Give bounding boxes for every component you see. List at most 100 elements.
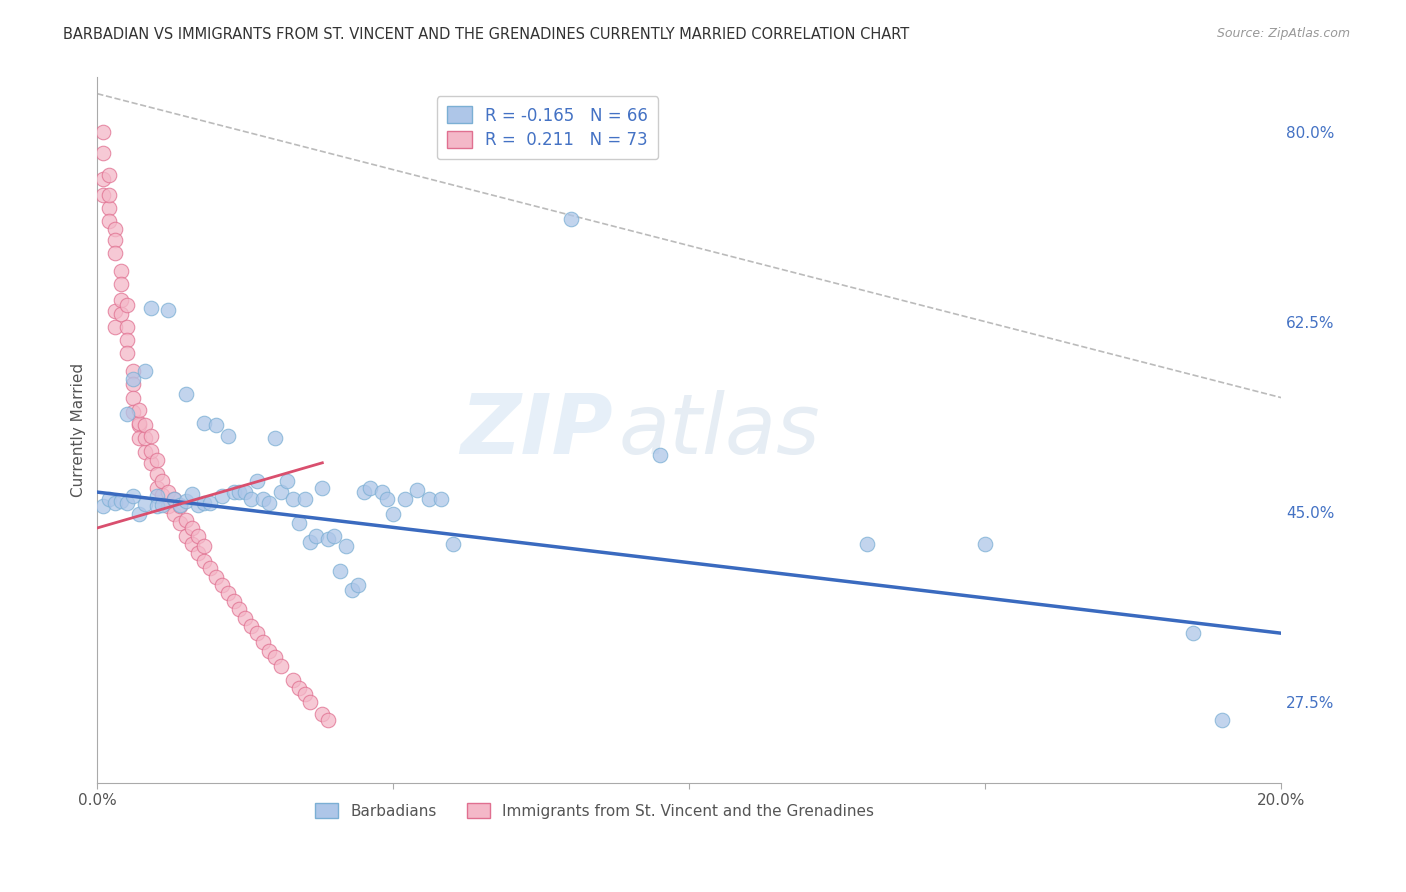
Point	[270, 658, 292, 673]
Point	[340, 582, 363, 597]
Point	[211, 578, 233, 592]
Point	[169, 498, 191, 512]
Point	[193, 416, 215, 430]
Point	[1211, 713, 1233, 727]
Point	[98, 168, 121, 182]
Point	[264, 650, 287, 665]
Point	[181, 487, 204, 501]
Point	[134, 431, 156, 445]
Point	[169, 516, 191, 530]
Point	[104, 303, 127, 318]
Point	[353, 485, 375, 500]
Point	[406, 483, 429, 497]
Point	[163, 507, 186, 521]
Point	[211, 490, 233, 504]
Point	[110, 277, 132, 291]
Point	[429, 491, 451, 506]
Point	[299, 695, 322, 709]
Point	[281, 673, 304, 687]
Point	[316, 713, 339, 727]
Point	[122, 372, 145, 386]
Point	[359, 481, 381, 495]
Point	[122, 490, 145, 504]
Point	[122, 376, 145, 391]
Point	[134, 445, 156, 459]
Point	[98, 187, 121, 202]
Point	[128, 507, 150, 521]
Point	[104, 246, 127, 260]
Text: BARBADIAN VS IMMIGRANTS FROM ST. VINCENT AND THE GRENADINES CURRENTLY MARRIED CO: BARBADIAN VS IMMIGRANTS FROM ST. VINCENT…	[63, 27, 910, 42]
Point	[145, 467, 167, 481]
Point	[294, 491, 316, 506]
Point	[163, 491, 186, 506]
Point	[198, 496, 221, 510]
Point	[281, 491, 304, 506]
Point	[128, 431, 150, 445]
Point	[134, 497, 156, 511]
Point	[128, 416, 150, 430]
Point	[91, 187, 114, 202]
Point	[418, 491, 440, 506]
Point	[294, 687, 316, 701]
Point	[145, 481, 167, 495]
Point	[257, 496, 280, 510]
Point	[240, 618, 263, 632]
Point	[157, 302, 180, 317]
Point	[193, 553, 215, 567]
Point	[856, 537, 879, 551]
Point	[91, 500, 114, 514]
Point	[128, 417, 150, 432]
Point	[204, 417, 226, 432]
Point	[134, 417, 156, 432]
Point	[139, 301, 162, 315]
Point	[217, 428, 239, 442]
Point	[139, 443, 162, 458]
Point	[139, 428, 162, 442]
Point	[152, 475, 174, 489]
Point	[122, 391, 145, 405]
Point	[174, 528, 197, 542]
Point	[335, 540, 357, 554]
Point	[228, 602, 250, 616]
Point	[1181, 626, 1204, 640]
Point	[193, 540, 215, 554]
Point	[299, 535, 322, 549]
Point	[441, 537, 464, 551]
Point	[648, 448, 671, 462]
Y-axis label: Currently Married: Currently Married	[72, 363, 86, 498]
Point	[240, 491, 263, 506]
Point	[115, 333, 138, 347]
Point	[104, 496, 127, 510]
Point	[174, 493, 197, 508]
Point	[187, 498, 209, 512]
Point	[370, 485, 392, 500]
Point	[217, 586, 239, 600]
Point	[115, 346, 138, 360]
Point	[377, 491, 399, 506]
Text: atlas: atlas	[619, 390, 820, 471]
Point	[115, 320, 138, 334]
Point	[222, 485, 245, 500]
Point	[174, 387, 197, 401]
Point	[152, 488, 174, 502]
Point	[181, 537, 204, 551]
Point	[91, 125, 114, 139]
Point	[270, 485, 292, 500]
Point	[198, 561, 221, 575]
Point	[560, 211, 582, 226]
Point	[98, 491, 121, 506]
Point	[157, 485, 180, 500]
Point	[115, 496, 138, 510]
Point	[257, 643, 280, 657]
Text: ZIP: ZIP	[460, 390, 613, 471]
Point	[323, 528, 346, 542]
Point	[145, 452, 167, 467]
Point	[110, 263, 132, 277]
Point	[104, 222, 127, 236]
Point	[311, 706, 333, 721]
Point	[974, 537, 997, 551]
Point	[252, 635, 274, 649]
Point	[181, 521, 204, 535]
Legend: Barbadians, Immigrants from St. Vincent and the Grenadines: Barbadians, Immigrants from St. Vincent …	[309, 797, 880, 825]
Point	[235, 485, 257, 500]
